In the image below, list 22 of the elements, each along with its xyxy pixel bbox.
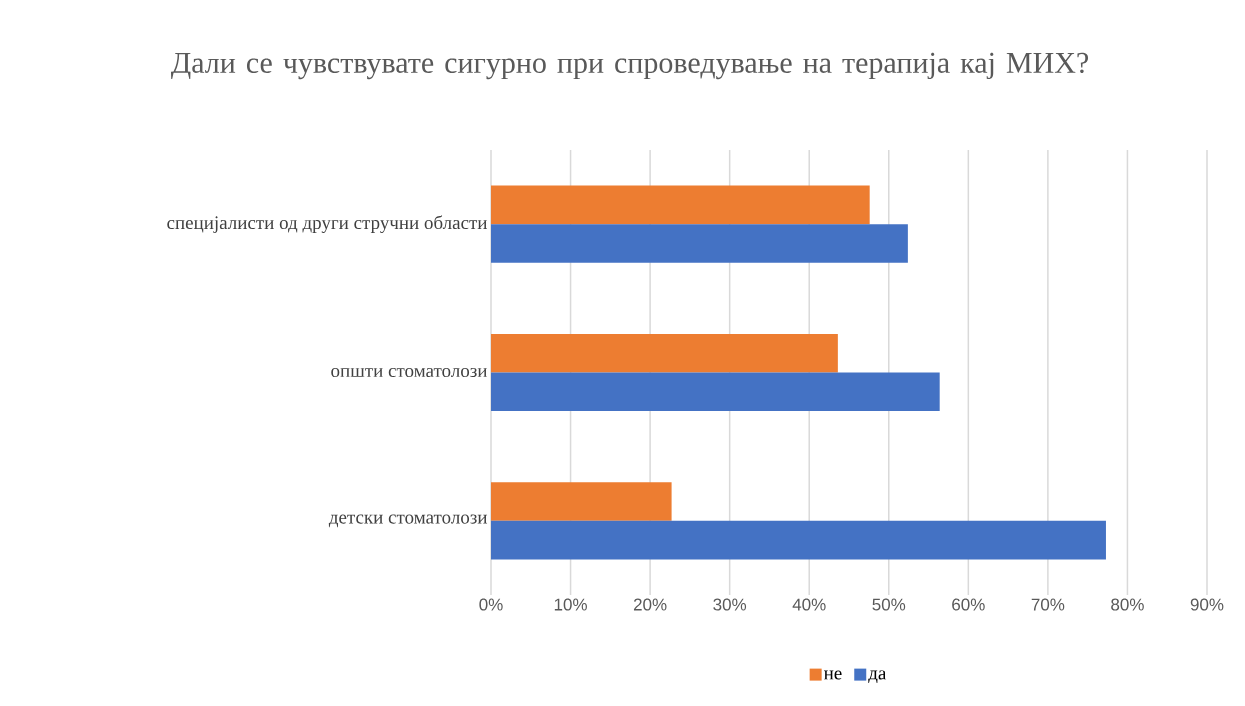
x-tick-label: 40%: [792, 598, 826, 611]
x-tick-label: 20%: [633, 598, 667, 611]
chart-title: Дали се чувствувате сигурно при спроведување на терапија кај МИХ?: [170, 52, 1089, 80]
legend-label: не: [823, 670, 842, 680]
bar: [491, 520, 1106, 560]
bar: [491, 372, 940, 412]
x-tick-label: 10%: [554, 598, 587, 611]
x-tick-label: 90%: [1190, 598, 1224, 611]
x-tick-label: 0%: [479, 598, 503, 611]
x-tick-label: 30%: [713, 598, 747, 611]
y-tick-label: општи стоматолози: [331, 367, 488, 378]
bar: [491, 185, 870, 225]
x-tick-label: 70%: [1031, 598, 1065, 611]
y-tick-label: специјалисти од други стручни области: [167, 215, 488, 233]
x-tick-label: 60%: [952, 598, 985, 611]
bar: [491, 482, 672, 521]
x-tick-label: 80%: [1111, 598, 1144, 611]
x-tick-label: 50%: [872, 598, 906, 611]
bar: [491, 333, 838, 373]
legend-label: да: [868, 670, 887, 683]
bar: [491, 224, 908, 263]
y-tick-label: детски стоматолози: [328, 514, 488, 528]
